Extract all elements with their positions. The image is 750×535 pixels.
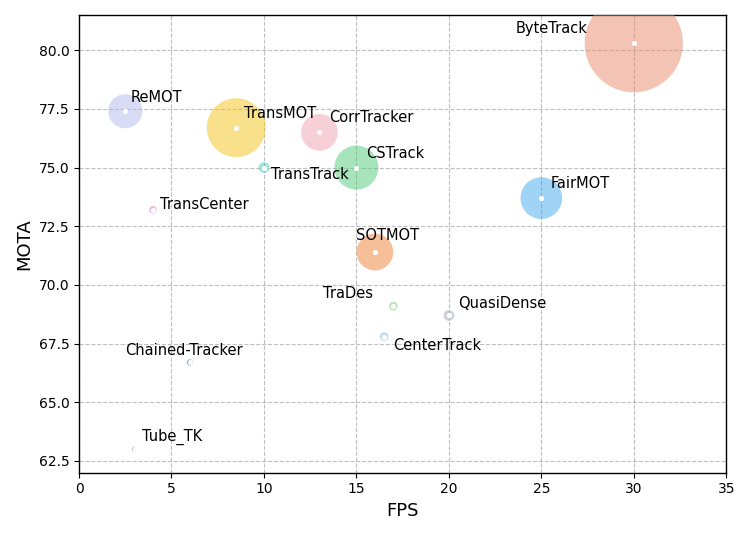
Point	[147, 205, 159, 214]
Text: TransCenter: TransCenter	[160, 197, 249, 212]
Point	[536, 194, 548, 202]
Point	[119, 107, 131, 116]
Point	[369, 248, 381, 256]
Point	[314, 128, 326, 136]
X-axis label: FPS: FPS	[386, 502, 419, 520]
Point	[314, 128, 326, 136]
Point	[184, 358, 196, 366]
Point	[119, 107, 131, 116]
Text: QuasiDense: QuasiDense	[458, 296, 546, 311]
Point	[128, 445, 140, 454]
Point	[128, 445, 140, 454]
Text: CorrTracker: CorrTracker	[328, 110, 413, 125]
Point	[350, 163, 362, 172]
Point	[147, 205, 159, 214]
Point	[628, 39, 640, 48]
Text: Tube_TK: Tube_TK	[142, 429, 202, 445]
Point	[184, 358, 196, 366]
Point	[369, 248, 381, 256]
Text: SOTMOT: SOTMOT	[356, 228, 419, 243]
Point	[258, 163, 270, 172]
Point	[350, 163, 362, 172]
Point	[258, 163, 270, 172]
Text: ByteTrack: ByteTrack	[516, 21, 587, 36]
Point	[536, 194, 548, 202]
Text: CSTrack: CSTrack	[366, 146, 424, 160]
Point	[378, 332, 390, 341]
Point	[442, 311, 454, 320]
Point	[388, 302, 400, 310]
Point	[628, 39, 640, 48]
Text: TraDes: TraDes	[323, 286, 373, 301]
Text: CenterTrack: CenterTrack	[394, 338, 482, 353]
Text: ReMOT: ReMOT	[130, 90, 182, 105]
Point	[230, 124, 242, 132]
Point	[230, 124, 242, 132]
Point	[388, 302, 400, 310]
Text: FairMOT: FairMOT	[550, 176, 610, 191]
Point	[378, 332, 390, 341]
Text: TransTrack: TransTrack	[272, 167, 349, 182]
Y-axis label: MOTA: MOTA	[15, 218, 33, 270]
Text: Chained-Tracker: Chained-Tracker	[125, 343, 243, 358]
Point	[442, 311, 454, 320]
Text: TransMOT: TransMOT	[244, 105, 316, 120]
